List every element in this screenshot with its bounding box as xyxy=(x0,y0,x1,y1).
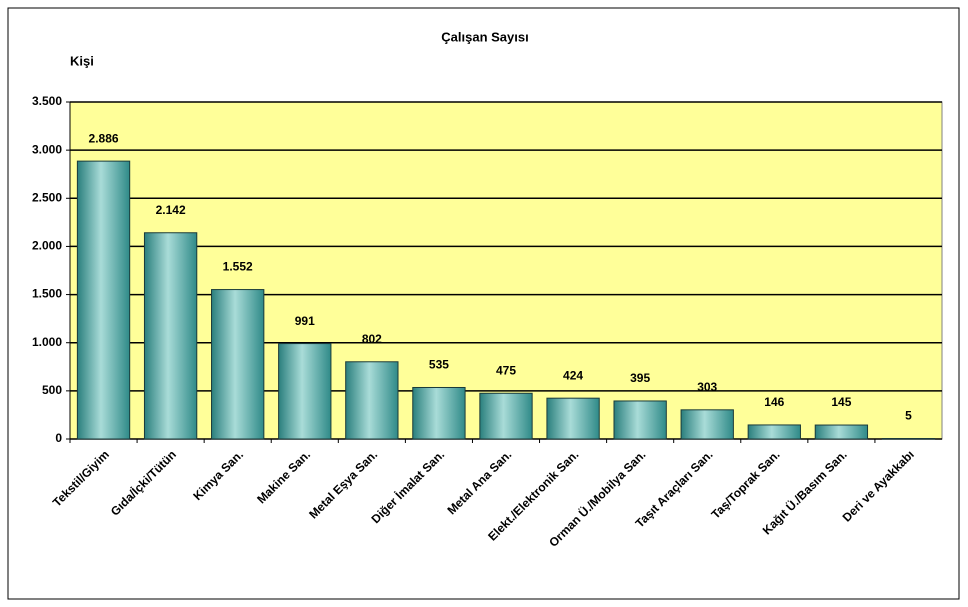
y-tick-label: 1.000 xyxy=(32,335,62,349)
bar xyxy=(479,392,533,440)
bar xyxy=(76,160,131,440)
bar xyxy=(412,386,466,440)
y-tick-label: 2.000 xyxy=(32,239,62,253)
y-axis-label: Kişi xyxy=(70,53,94,68)
value-label: 424 xyxy=(563,368,583,382)
value-label: 395 xyxy=(630,371,650,385)
bar xyxy=(613,400,667,440)
y-tick-label: 3.000 xyxy=(32,142,62,156)
y-tick-label: 0 xyxy=(55,431,62,445)
y-tick-label: 500 xyxy=(42,383,62,397)
value-label: 303 xyxy=(697,380,717,394)
bar xyxy=(278,343,332,440)
bar xyxy=(546,397,600,440)
value-label: 146 xyxy=(764,395,784,409)
y-tick-label: 2.500 xyxy=(32,190,62,204)
bar xyxy=(680,409,734,440)
plot-area xyxy=(69,101,943,440)
value-label: 991 xyxy=(295,314,315,328)
value-label: 2.886 xyxy=(89,131,119,145)
value-label: 1.552 xyxy=(223,260,253,274)
bar xyxy=(211,289,265,440)
value-label: 475 xyxy=(496,363,516,377)
y-tick-label: 1.500 xyxy=(32,287,62,301)
y-tick-label: 3.500 xyxy=(32,94,62,108)
bar xyxy=(814,424,869,440)
bar xyxy=(143,232,198,440)
value-label: 5 xyxy=(905,409,912,423)
chart-title: Çalışan Sayısı xyxy=(441,29,528,44)
value-label: 535 xyxy=(429,358,449,372)
value-label: 2.142 xyxy=(156,203,186,217)
value-label: 802 xyxy=(362,332,382,346)
bar xyxy=(747,424,801,440)
value-label: 145 xyxy=(831,395,851,409)
bar xyxy=(345,361,399,440)
